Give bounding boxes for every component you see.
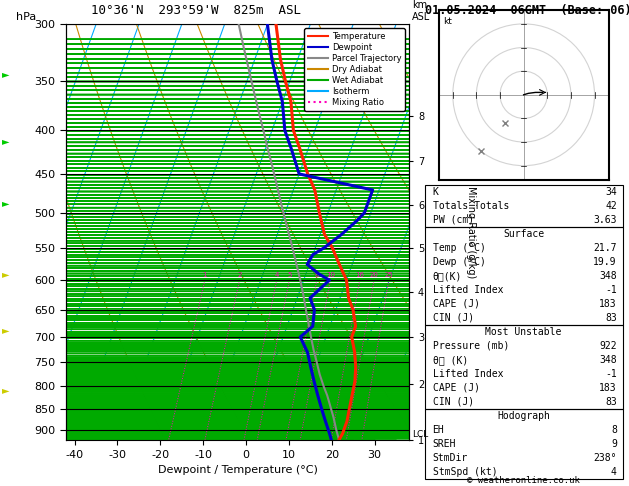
Text: 01.05.2024  06GMT  (Base: 06): 01.05.2024 06GMT (Base: 06) [425,4,629,17]
Text: CAPE (J): CAPE (J) [433,299,479,309]
Bar [425,185,623,226]
Text: Totals Totals: Totals Totals [433,201,509,211]
Text: -1: -1 [605,285,617,295]
Text: km
ASL: km ASL [412,0,430,22]
Text: θᴇ (K): θᴇ (K) [433,355,468,364]
Text: 8: 8 [611,425,617,434]
Text: K: K [433,187,438,197]
Text: ►: ► [2,136,9,146]
X-axis label: Dewpoint / Temperature (°C): Dewpoint / Temperature (°C) [157,465,318,475]
Text: Hodograph: Hodograph [497,411,550,421]
Text: -1: -1 [605,369,617,379]
Text: CAPE (J): CAPE (J) [433,382,479,393]
Text: 183: 183 [599,382,617,393]
Legend: Temperature, Dewpoint, Parcel Trajectory, Dry Adiabat, Wet Adiabat, Isotherm, Mi: Temperature, Dewpoint, Parcel Trajectory… [304,29,404,111]
Text: 922: 922 [599,341,617,351]
Text: CIN (J): CIN (J) [433,312,474,323]
Text: 10°36'N  293°59'W  825m  ASL: 10°36'N 293°59'W 825m ASL [91,4,301,17]
Text: Surface: Surface [503,229,544,239]
Bar [425,325,623,409]
Text: © weatheronline.co.uk: © weatheronline.co.uk [467,476,580,485]
Text: 9: 9 [611,439,617,449]
Text: 42: 42 [605,201,617,211]
Text: 10: 10 [326,272,335,278]
Bar [425,226,623,325]
Text: ►: ► [2,325,9,335]
Text: 183: 183 [599,299,617,309]
Text: hPa: hPa [16,12,36,22]
Text: 1: 1 [203,272,207,278]
Text: kt: kt [443,17,452,26]
Text: EH: EH [433,425,444,434]
Text: 19.9: 19.9 [593,257,617,267]
Text: CIN (J): CIN (J) [433,397,474,407]
Text: StmSpd (kt): StmSpd (kt) [433,467,497,477]
Text: Lifted Index: Lifted Index [433,369,503,379]
Text: 3.63: 3.63 [593,215,617,225]
Text: 5: 5 [287,272,292,278]
Text: Temp (°C): Temp (°C) [433,243,486,253]
Text: 238°: 238° [593,452,617,463]
Text: 34: 34 [605,187,617,197]
Text: ►: ► [2,198,9,208]
Text: ►: ► [2,385,9,395]
Text: ►: ► [2,269,9,278]
Text: θᴇ(K): θᴇ(K) [433,271,462,281]
Text: Most Unstable: Most Unstable [486,327,562,337]
Y-axis label: Mixing Ratio (g/kg): Mixing Ratio (g/kg) [466,186,476,278]
Text: 4: 4 [275,272,279,278]
Text: 4: 4 [611,467,617,477]
Text: Pressure (mb): Pressure (mb) [433,341,509,351]
Text: Lifted Index: Lifted Index [433,285,503,295]
Text: ►: ► [2,69,9,79]
Text: 20: 20 [370,272,379,278]
Text: Dewp (°C): Dewp (°C) [433,257,486,267]
Text: 348: 348 [599,271,617,281]
Text: 2: 2 [237,272,242,278]
Text: 8: 8 [314,272,319,278]
Text: 21.7: 21.7 [593,243,617,253]
Text: 16: 16 [355,272,364,278]
Text: PW (cm): PW (cm) [433,215,474,225]
Text: 83: 83 [605,312,617,323]
Text: StmDir: StmDir [433,452,468,463]
Bar [425,409,623,479]
Text: 83: 83 [605,397,617,407]
Text: LCL: LCL [412,430,428,439]
Text: 25: 25 [384,272,393,278]
Text: 348: 348 [599,355,617,364]
Text: SREH: SREH [433,439,456,449]
